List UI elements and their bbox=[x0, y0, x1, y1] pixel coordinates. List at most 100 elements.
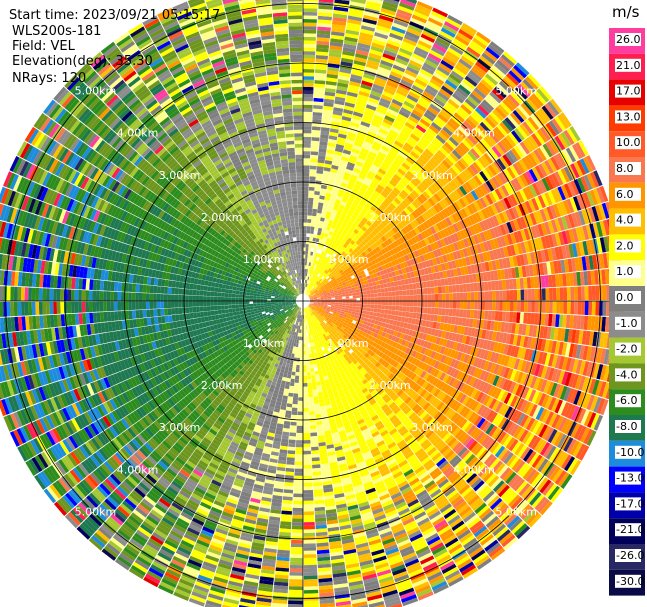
velocity-gate bbox=[363, 110, 375, 118]
velocity-gate bbox=[393, 61, 407, 70]
velocity-gate bbox=[317, 253, 321, 258]
velocity-gate bbox=[366, 304, 371, 308]
velocity-gate bbox=[350, 121, 360, 128]
velocity-gate bbox=[306, 272, 309, 277]
velocity-gate bbox=[307, 211, 313, 216]
velocity-gate bbox=[365, 311, 370, 315]
velocity-gate bbox=[354, 208, 361, 214]
velocity-gate bbox=[335, 89, 347, 95]
velocity-gate bbox=[361, 208, 368, 215]
velocity-gate bbox=[319, 144, 328, 150]
velocity-gate bbox=[317, 261, 321, 266]
velocity-gate bbox=[369, 167, 378, 174]
velocity-gate bbox=[492, 290, 496, 301]
velocity-gate bbox=[304, 290, 307, 295]
velocity-gate bbox=[309, 172, 316, 177]
velocity-gate bbox=[566, 301, 571, 315]
velocity-gate bbox=[341, 197, 348, 203]
velocity-gate bbox=[329, 45, 343, 51]
velocity-gate bbox=[420, 288, 425, 295]
velocity-gate bbox=[313, 198, 319, 203]
velocity-gate bbox=[305, 244, 309, 248]
velocity-gate bbox=[382, 53, 396, 61]
velocity-gate bbox=[376, 312, 381, 318]
velocity-gate bbox=[454, 35, 470, 46]
velocity-gate bbox=[404, 173, 413, 182]
velocity-gate bbox=[370, 308, 374, 312]
velocity-gate bbox=[320, 130, 330, 136]
velocity-gate bbox=[333, 217, 339, 223]
velocity-gate bbox=[313, 283, 317, 288]
velocity-gate bbox=[368, 217, 375, 224]
velocity-gate bbox=[319, 141, 328, 146]
velocity-gate bbox=[374, 157, 383, 165]
velocity-gate bbox=[374, 304, 378, 309]
velocity-gate bbox=[362, 287, 367, 292]
velocity-gate bbox=[365, 202, 372, 209]
velocity-gate bbox=[397, 51, 412, 60]
velocity-gate bbox=[449, 293, 453, 301]
velocity-gate bbox=[354, 164, 363, 171]
velocity-gate bbox=[331, 224, 337, 230]
velocity-gate bbox=[406, 170, 415, 179]
velocity-gate bbox=[372, 141, 382, 149]
velocity-gate bbox=[363, 141, 373, 148]
velocity-gate bbox=[351, 70, 364, 77]
velocity-gate bbox=[313, 90, 325, 95]
velocity-gate bbox=[393, 173, 402, 182]
velocity-gate bbox=[499, 290, 503, 301]
velocity-gate bbox=[339, 241, 345, 246]
velocity-gate bbox=[448, 285, 453, 293]
velocity-gate bbox=[329, 131, 339, 137]
velocity-gate bbox=[378, 194, 386, 201]
velocity-gate bbox=[320, 134, 329, 139]
velocity-gate bbox=[382, 175, 391, 183]
velocity-gate bbox=[430, 307, 435, 315]
velocity-gate bbox=[305, 290, 307, 295]
velocity-gate bbox=[421, 115, 433, 125]
velocity-gate bbox=[314, 280, 318, 284]
velocity-gate bbox=[391, 305, 396, 311]
velocity-gate bbox=[303, 115, 313, 120]
velocity-gate bbox=[422, 151, 432, 160]
velocity-gate bbox=[380, 309, 385, 314]
velocity-gate bbox=[329, 239, 334, 244]
velocity-gate bbox=[374, 293, 378, 297]
velocity-gate bbox=[316, 281, 320, 285]
velocity-gate bbox=[446, 76, 460, 87]
velocity-gate bbox=[345, 298, 350, 301]
velocity-gate bbox=[336, 247, 341, 252]
velocity-gate bbox=[381, 296, 386, 301]
velocity-gate bbox=[415, 159, 425, 168]
velocity-gate bbox=[377, 104, 389, 112]
velocity-gate bbox=[410, 165, 420, 174]
velocity-gate bbox=[305, 291, 308, 295]
velocity-gate bbox=[342, 50, 355, 57]
velocity-gate bbox=[359, 32, 374, 39]
velocity-gate bbox=[399, 131, 410, 139]
velocity-gate bbox=[439, 110, 451, 121]
velocity-gate bbox=[340, 233, 346, 238]
velocity-gate bbox=[314, 83, 326, 88]
velocity-gate bbox=[355, 53, 368, 60]
velocity-gate bbox=[303, 154, 311, 159]
velocity-gate bbox=[391, 98, 403, 107]
velocity-gate bbox=[335, 214, 341, 220]
velocity-gate bbox=[303, 215, 308, 219]
velocity-gate bbox=[378, 66, 391, 75]
velocity-gate bbox=[588, 301, 593, 316]
velocity-gate bbox=[306, 261, 309, 266]
velocity-gate bbox=[404, 34, 419, 43]
velocity-gate bbox=[429, 103, 441, 113]
velocity-gate bbox=[313, 194, 320, 199]
velocity-gate bbox=[363, 73, 376, 81]
velocity-gate bbox=[396, 154, 406, 163]
velocity-gate bbox=[305, 272, 308, 277]
velocity-gate bbox=[322, 112, 332, 118]
velocity-gate bbox=[328, 138, 337, 144]
velocity-gate bbox=[310, 222, 315, 227]
velocity-gate bbox=[441, 308, 446, 316]
velocity-gate bbox=[339, 126, 349, 132]
velocity-gate bbox=[377, 151, 387, 159]
velocity-gate bbox=[366, 0, 383, 5]
